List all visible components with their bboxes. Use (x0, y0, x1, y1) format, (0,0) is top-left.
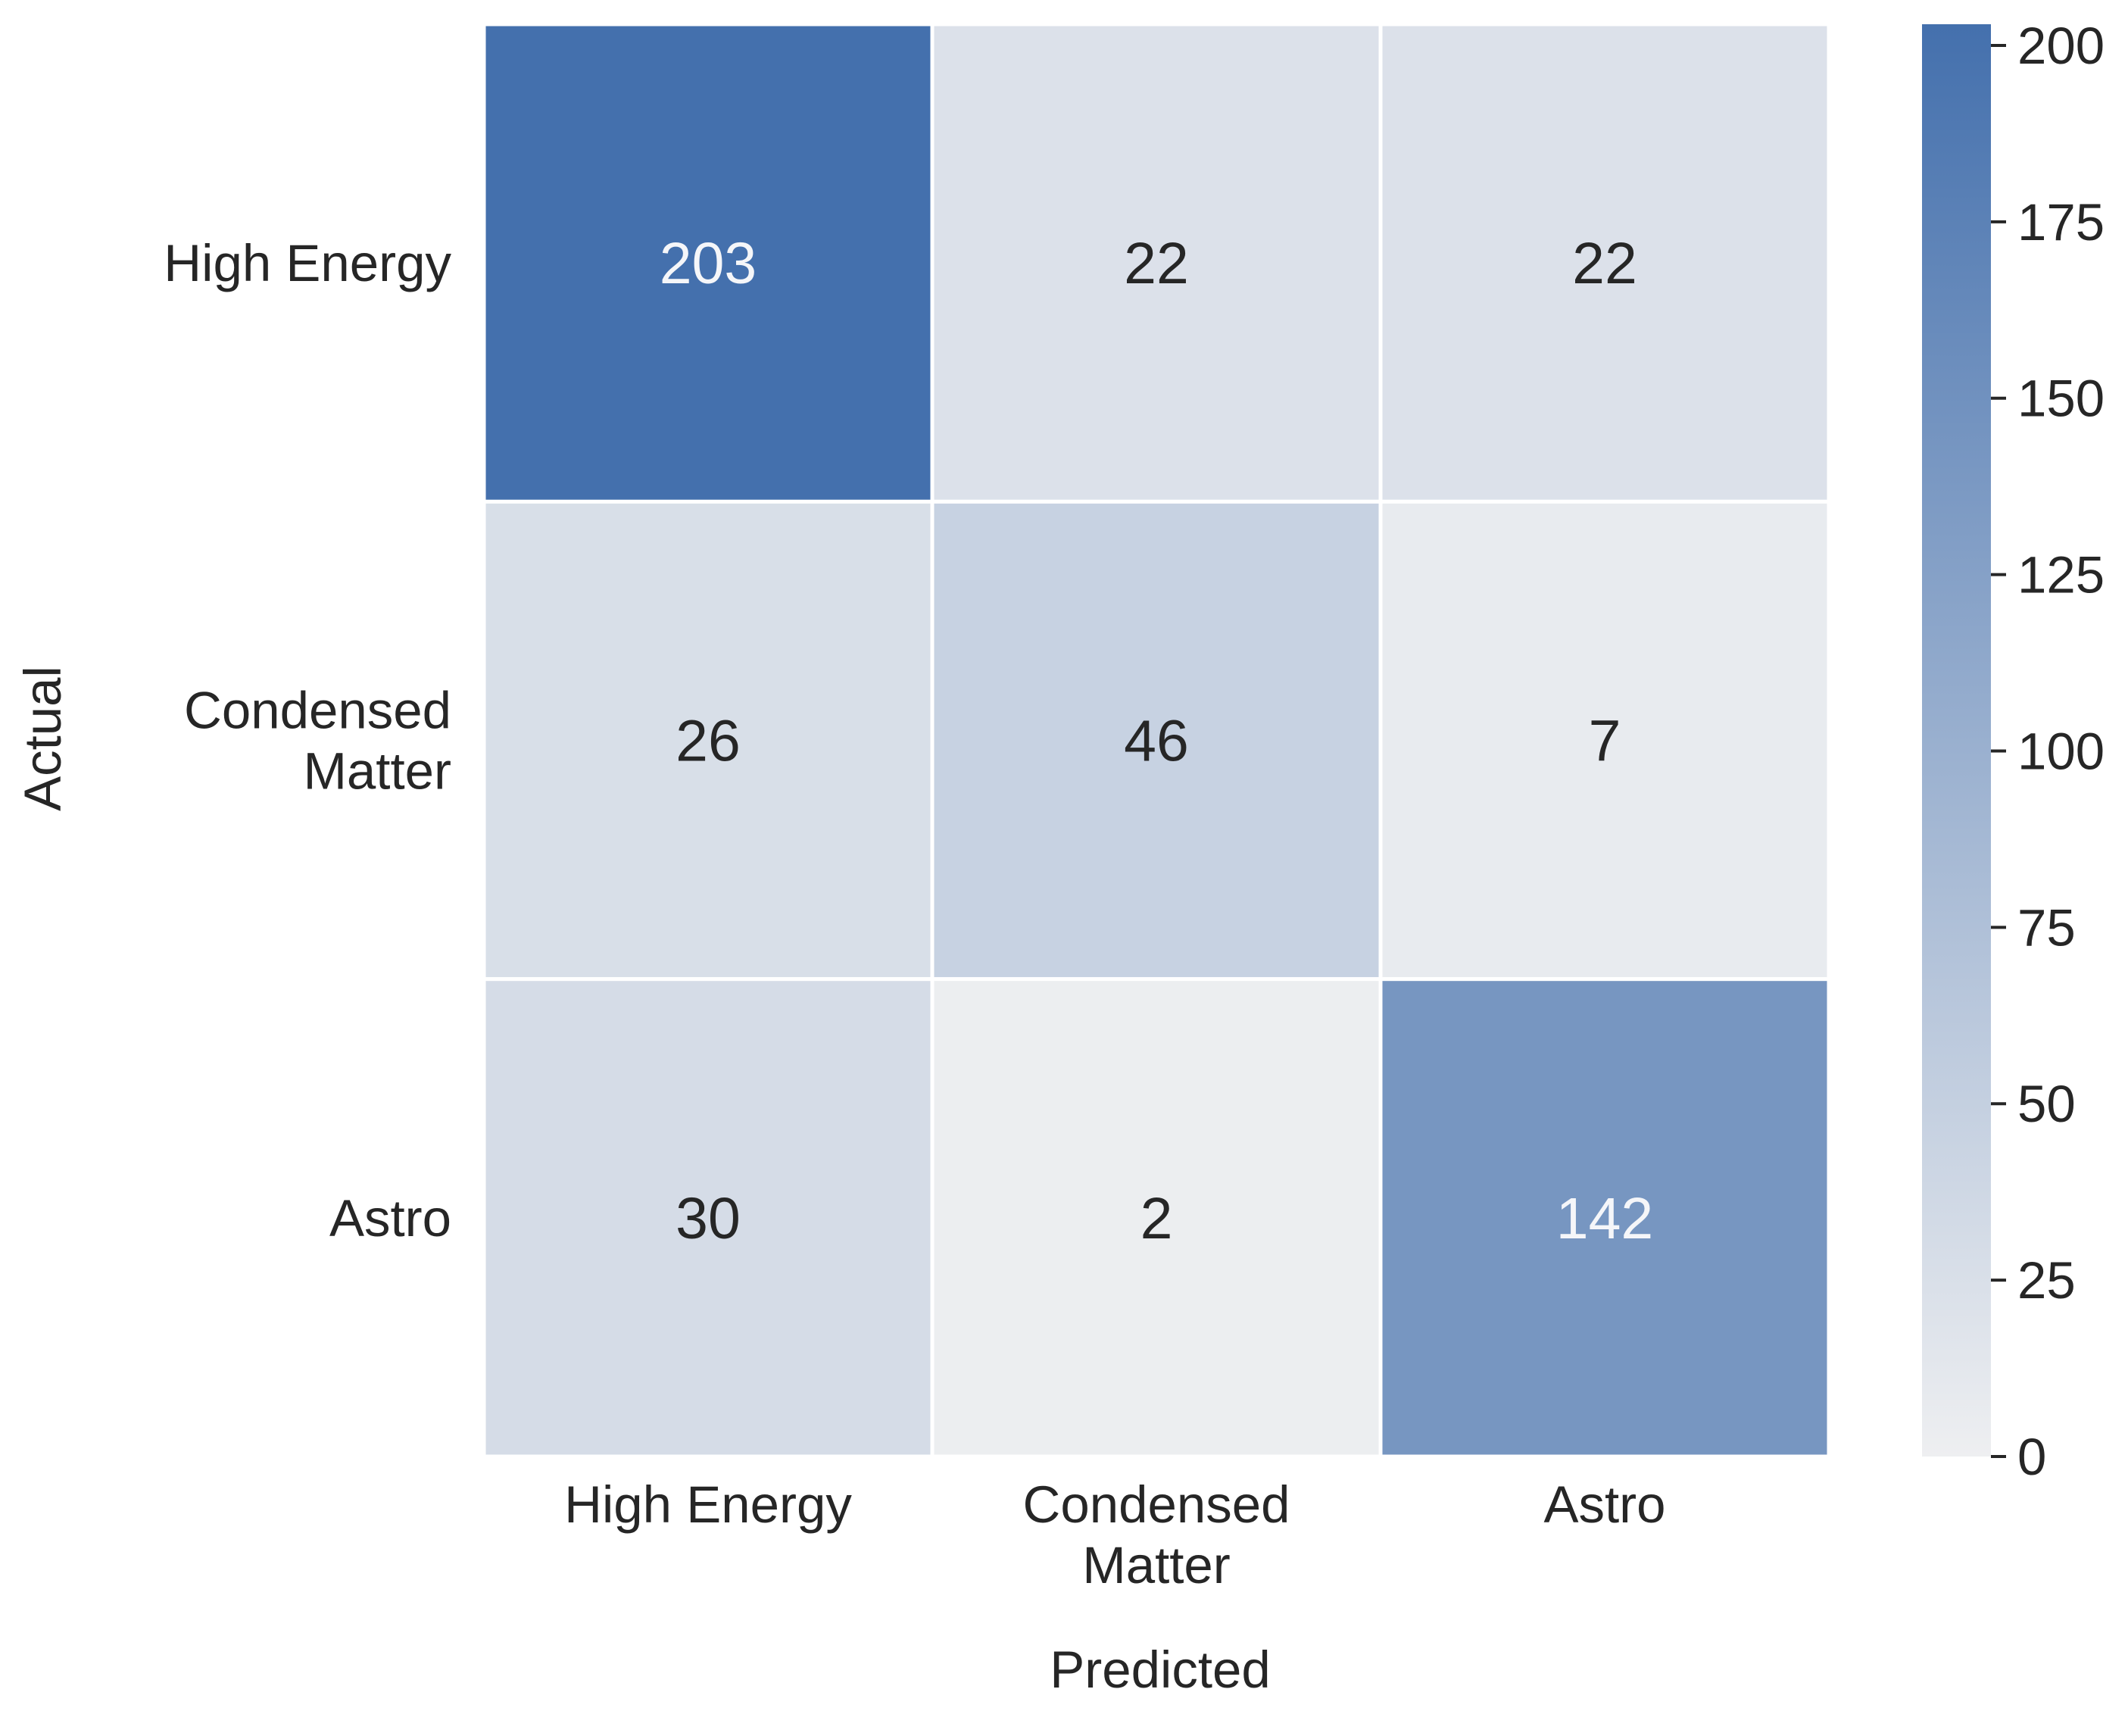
colorbar-tick-label-3: 75 (2017, 898, 2076, 957)
colorbar-tick-label-7: 175 (2017, 193, 2105, 251)
x-tick-label-2: Astro (1543, 1475, 1665, 1534)
x-axis-label: Predicted (1050, 1641, 1271, 1699)
cell-value-labels: 203 22 22 26 46 7 30 2 142 (660, 231, 1653, 1251)
heatmap-cell-r2-c0 (482, 977, 935, 1459)
y-tick-label-2-line-0: Astro (329, 1189, 451, 1247)
cell-value-r2-c2: 142 (1556, 1186, 1653, 1251)
colorbar-tick-label-1: 25 (2017, 1251, 2076, 1310)
colorbar-tick-label-8: 200 (2017, 17, 2105, 75)
cell-value-r2-c0: 30 (676, 1186, 741, 1251)
heatmap-cell-r2-c2 (1378, 977, 1831, 1459)
colorbar-tick-label-0: 0 (2017, 1428, 2046, 1486)
y-tick-label-0: High Energy (164, 234, 451, 292)
cell-value-r1-c0: 26 (676, 709, 741, 774)
cell-value-r0-c1: 22 (1124, 231, 1189, 296)
heatmap-cell-r0-c0 (482, 22, 935, 504)
colorbar-tick-label-6: 150 (2017, 370, 2105, 428)
heatmap-cell-r1-c2 (1378, 499, 1831, 982)
y-tick-label-1-line-0: Condensed (184, 682, 451, 740)
cell-value-r0-c0: 203 (660, 231, 757, 296)
heatmap-cell-r0-c1 (930, 22, 1383, 504)
x-tick-label-2-line-0: Astro (1543, 1475, 1665, 1534)
heatmap-cell-r0-c2 (1378, 22, 1831, 504)
cell-value-r1-c1: 46 (1124, 709, 1189, 774)
cell-value-r2-c1: 2 (1140, 1186, 1173, 1251)
colorbar-ticks: 0 25 50 75 100 125 150 175 200 (1991, 17, 2105, 1486)
heatmap-cell-r1-c1 (930, 499, 1383, 982)
x-tick-label-0: High Energy (564, 1475, 852, 1534)
cell-value-r0-c2: 22 (1572, 231, 1637, 296)
y-tick-label-0-line-0: High Energy (164, 234, 451, 292)
y-tick-label-1-line-1: Matter (303, 742, 451, 801)
x-tick-label-0-line-0: High Energy (564, 1475, 852, 1534)
colorbar-tick-label-5: 125 (2017, 546, 2105, 604)
heatmap-cell-r1-c0 (482, 499, 935, 982)
x-tick-label-1-line-0: Condensed (1023, 1475, 1290, 1534)
colorbar-tick-label-2: 50 (2017, 1075, 2076, 1133)
heatmap-cell-r2-c1 (930, 977, 1383, 1459)
cell-value-r1-c2: 7 (1589, 709, 1621, 774)
colorbar-gradient (1922, 24, 1991, 1457)
colorbar-tick-label-4: 100 (2017, 722, 2105, 780)
colorbar (1922, 24, 1991, 1457)
y-axis-label: Actual (14, 666, 72, 811)
x-tick-label-1-line-1: Matter (1082, 1536, 1231, 1594)
heatmap-cells (482, 22, 1831, 1459)
y-tick-label-2: Astro (329, 1189, 451, 1247)
